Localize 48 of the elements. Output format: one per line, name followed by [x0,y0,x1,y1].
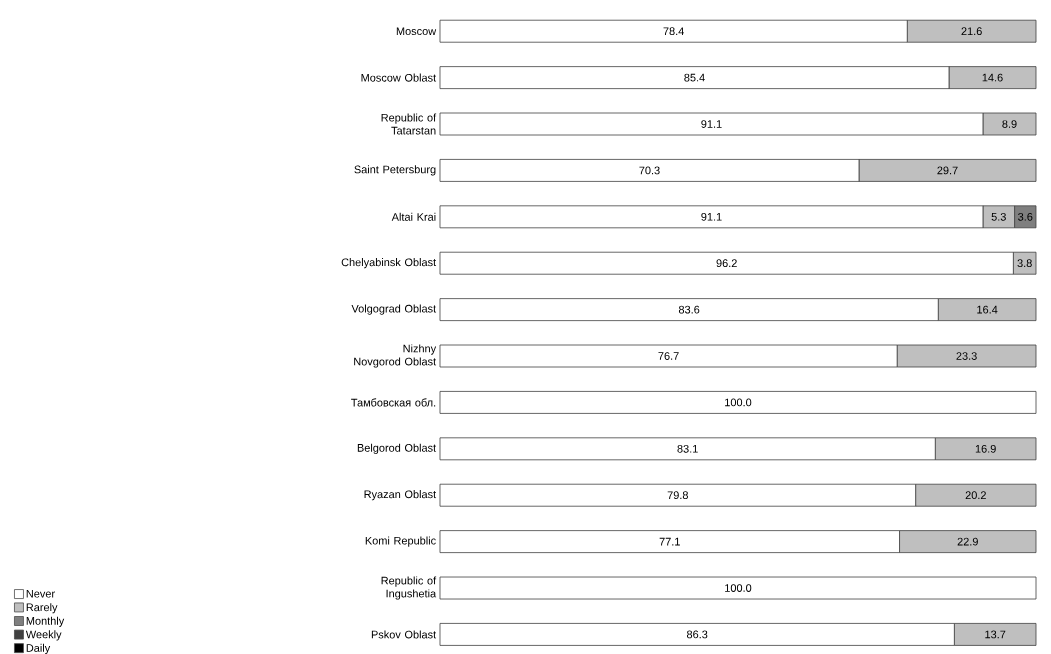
y-tick-label: Chelyabinsk Oblast [341,258,437,269]
data-label: 8.9 [1002,120,1017,128]
data-label: 70.3 [639,166,660,175]
data-label: 78.4 [663,27,684,36]
data-label: 86.3 [686,630,708,639]
data-label: 16.4 [977,305,998,314]
data-label: 29.7 [937,166,958,175]
data-label: 85.4 [684,73,705,82]
y-tick-label: Republic of Tatarstan [381,113,437,135]
y-tick-label: Nizhny Novgorod Oblast [354,344,437,368]
data-label: 96.2 [716,259,737,268]
data-label: 76.7 [658,352,679,360]
data-label: 16.9 [975,444,996,453]
data-label: 77.1 [659,537,680,546]
data-label: 91.1 [701,120,722,128]
y-tick-label: Belgorod Oblast [357,443,437,454]
legend-label: Weekly [25,630,62,641]
legend-label: Daily [26,643,51,654]
y-tick-label: Moscow Oblast [361,73,437,82]
y-tick-label: Saint Petersburg [354,165,436,176]
data-label: 5.3 [991,212,1006,221]
y-tick-label: Volgograd Oblast [351,304,437,315]
data-label: 3.6 [1018,212,1033,221]
y-tick-label: Republic of Ingushetia [381,576,437,600]
data-label: 22.9 [957,537,978,546]
y-tick-label: Komi Republic [365,536,436,547]
bar [439,391,1037,414]
data-label: 3.8 [1017,259,1032,268]
y-tick-label: Pskov Oblast [371,630,437,639]
legend-label: Never [26,589,55,598]
data-label: 83.1 [677,444,698,453]
legend-label: Rarely [26,603,58,614]
data-label: 13.7 [985,630,1006,639]
data-label: 23.3 [956,352,977,360]
data-label: 21.6 [961,27,982,36]
y-tick-label: Ryazan Oblast [364,490,437,501]
data-label: 100.0 [725,584,752,592]
y-tick-label: Тамбовская обл. [351,398,436,407]
data-label: 20.2 [965,491,986,500]
legend-label: Monthly [26,616,65,627]
data-label: 100.0 [725,398,752,407]
y-tick-label: Altai Krai [391,212,436,221]
bar [439,576,1037,600]
data-label: 83.6 [678,305,700,314]
data-label: 14.6 [982,73,1003,82]
y-tick-label: Moscow [396,27,437,36]
data-label: 79.8 [667,491,688,500]
data-label: 91.1 [701,212,722,221]
